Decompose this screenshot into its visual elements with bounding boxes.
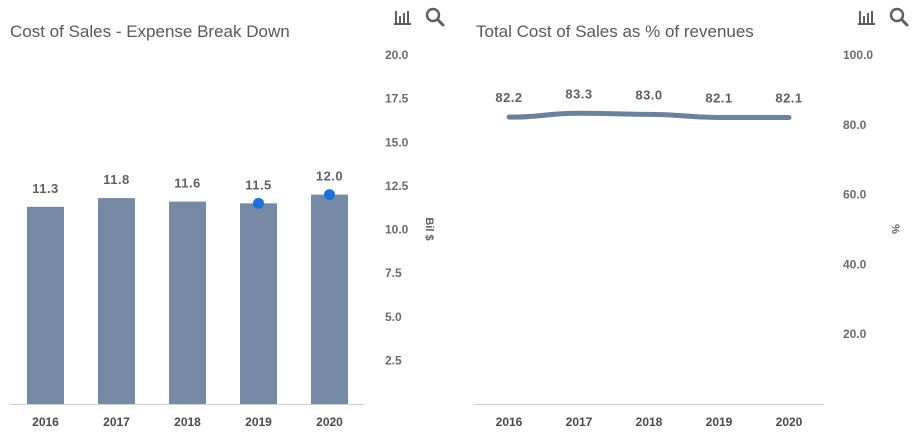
bar-chart-icon[interactable] (857, 7, 877, 27)
y-tick-label: 100.0 (843, 48, 873, 62)
data-label-2018: 11.6 (174, 176, 201, 191)
y-tick-label: 5.0 (385, 310, 402, 324)
bar-2016 (27, 206, 64, 404)
data-label-2017: 11.8 (103, 172, 130, 187)
x-tick-label-2019: 2019 (245, 415, 272, 429)
y-tick-label: 20.0 (843, 327, 867, 341)
data-point-marker-2019 (253, 197, 264, 209)
data-label-2020: 82.1 (775, 90, 802, 105)
cost-of-sales-chart-panel: Cost of Sales - Expense Break Down 11.3 2… (10, 7, 445, 429)
bar-chart: 11.3 2016 11.8 2017 11.6 2018 11.5 2019 12.0 2020… (10, 48, 435, 429)
y-tick-label: 7.5 (385, 266, 402, 280)
search-icon[interactable] (425, 7, 445, 27)
chart-toolbar (857, 7, 909, 27)
data-label-2020: 12.0 (316, 169, 343, 184)
y-tick-label: 10.0 (385, 223, 409, 237)
data-label-2016: 11.3 (32, 181, 59, 196)
y-tick-label: 80.0 (843, 118, 867, 132)
cost-pct-revenue-chart-panel: Total Cost of Sales as % of revenues 82.… (459, 0, 918, 443)
y-axis-label: % (889, 224, 901, 234)
data-label-2019: 82.1 (705, 90, 732, 105)
chart-toolbar (393, 7, 445, 27)
data-point-marker-2020 (324, 189, 335, 201)
x-tick-label-2019: 2019 (706, 415, 733, 429)
bar-2020 (311, 194, 348, 404)
x-tick-label-2018: 2018 (636, 415, 663, 429)
series-line (506, 110, 792, 120)
x-tick-label-2018: 2018 (174, 415, 201, 429)
data-label-2017: 83.3 (565, 86, 592, 101)
y-tick-label: 17.5 (385, 92, 409, 106)
y-tick-label: 40.0 (843, 257, 867, 271)
data-label-2016: 82.2 (495, 90, 522, 105)
x-tick-label-2016: 2016 (32, 415, 59, 429)
y-axis-label: Bil $ (423, 217, 435, 240)
x-tick-label-2016: 2016 (496, 415, 523, 429)
y-tick-label: 2.5 (385, 353, 402, 367)
chart-title: Cost of Sales - Expense Break Down (10, 22, 290, 41)
line-chart: 82.2 2016 83.3 2017 83.0 2018 82.1 2019 82.1 2020… (474, 48, 901, 429)
data-label-2019: 11.5 (245, 177, 272, 192)
y-tick-label: 60.0 (843, 188, 867, 202)
y-tick-label: 20.0 (385, 48, 409, 62)
search-icon[interactable] (889, 7, 909, 27)
chart-title: Total Cost of Sales as % of revenues (476, 22, 754, 41)
bar-2018 (169, 201, 206, 404)
bar-2019 (240, 203, 277, 404)
bar-chart-icon[interactable] (393, 7, 413, 27)
x-tick-label-2020: 2020 (316, 415, 343, 429)
x-tick-label-2017: 2017 (103, 415, 130, 429)
data-label-2018: 83.0 (635, 87, 662, 102)
x-tick-label-2020: 2020 (776, 415, 803, 429)
y-tick-label: 15.0 (385, 135, 409, 149)
bar-2017 (98, 198, 135, 404)
y-tick-label: 12.5 (385, 179, 409, 193)
x-tick-label-2017: 2017 (566, 415, 593, 429)
